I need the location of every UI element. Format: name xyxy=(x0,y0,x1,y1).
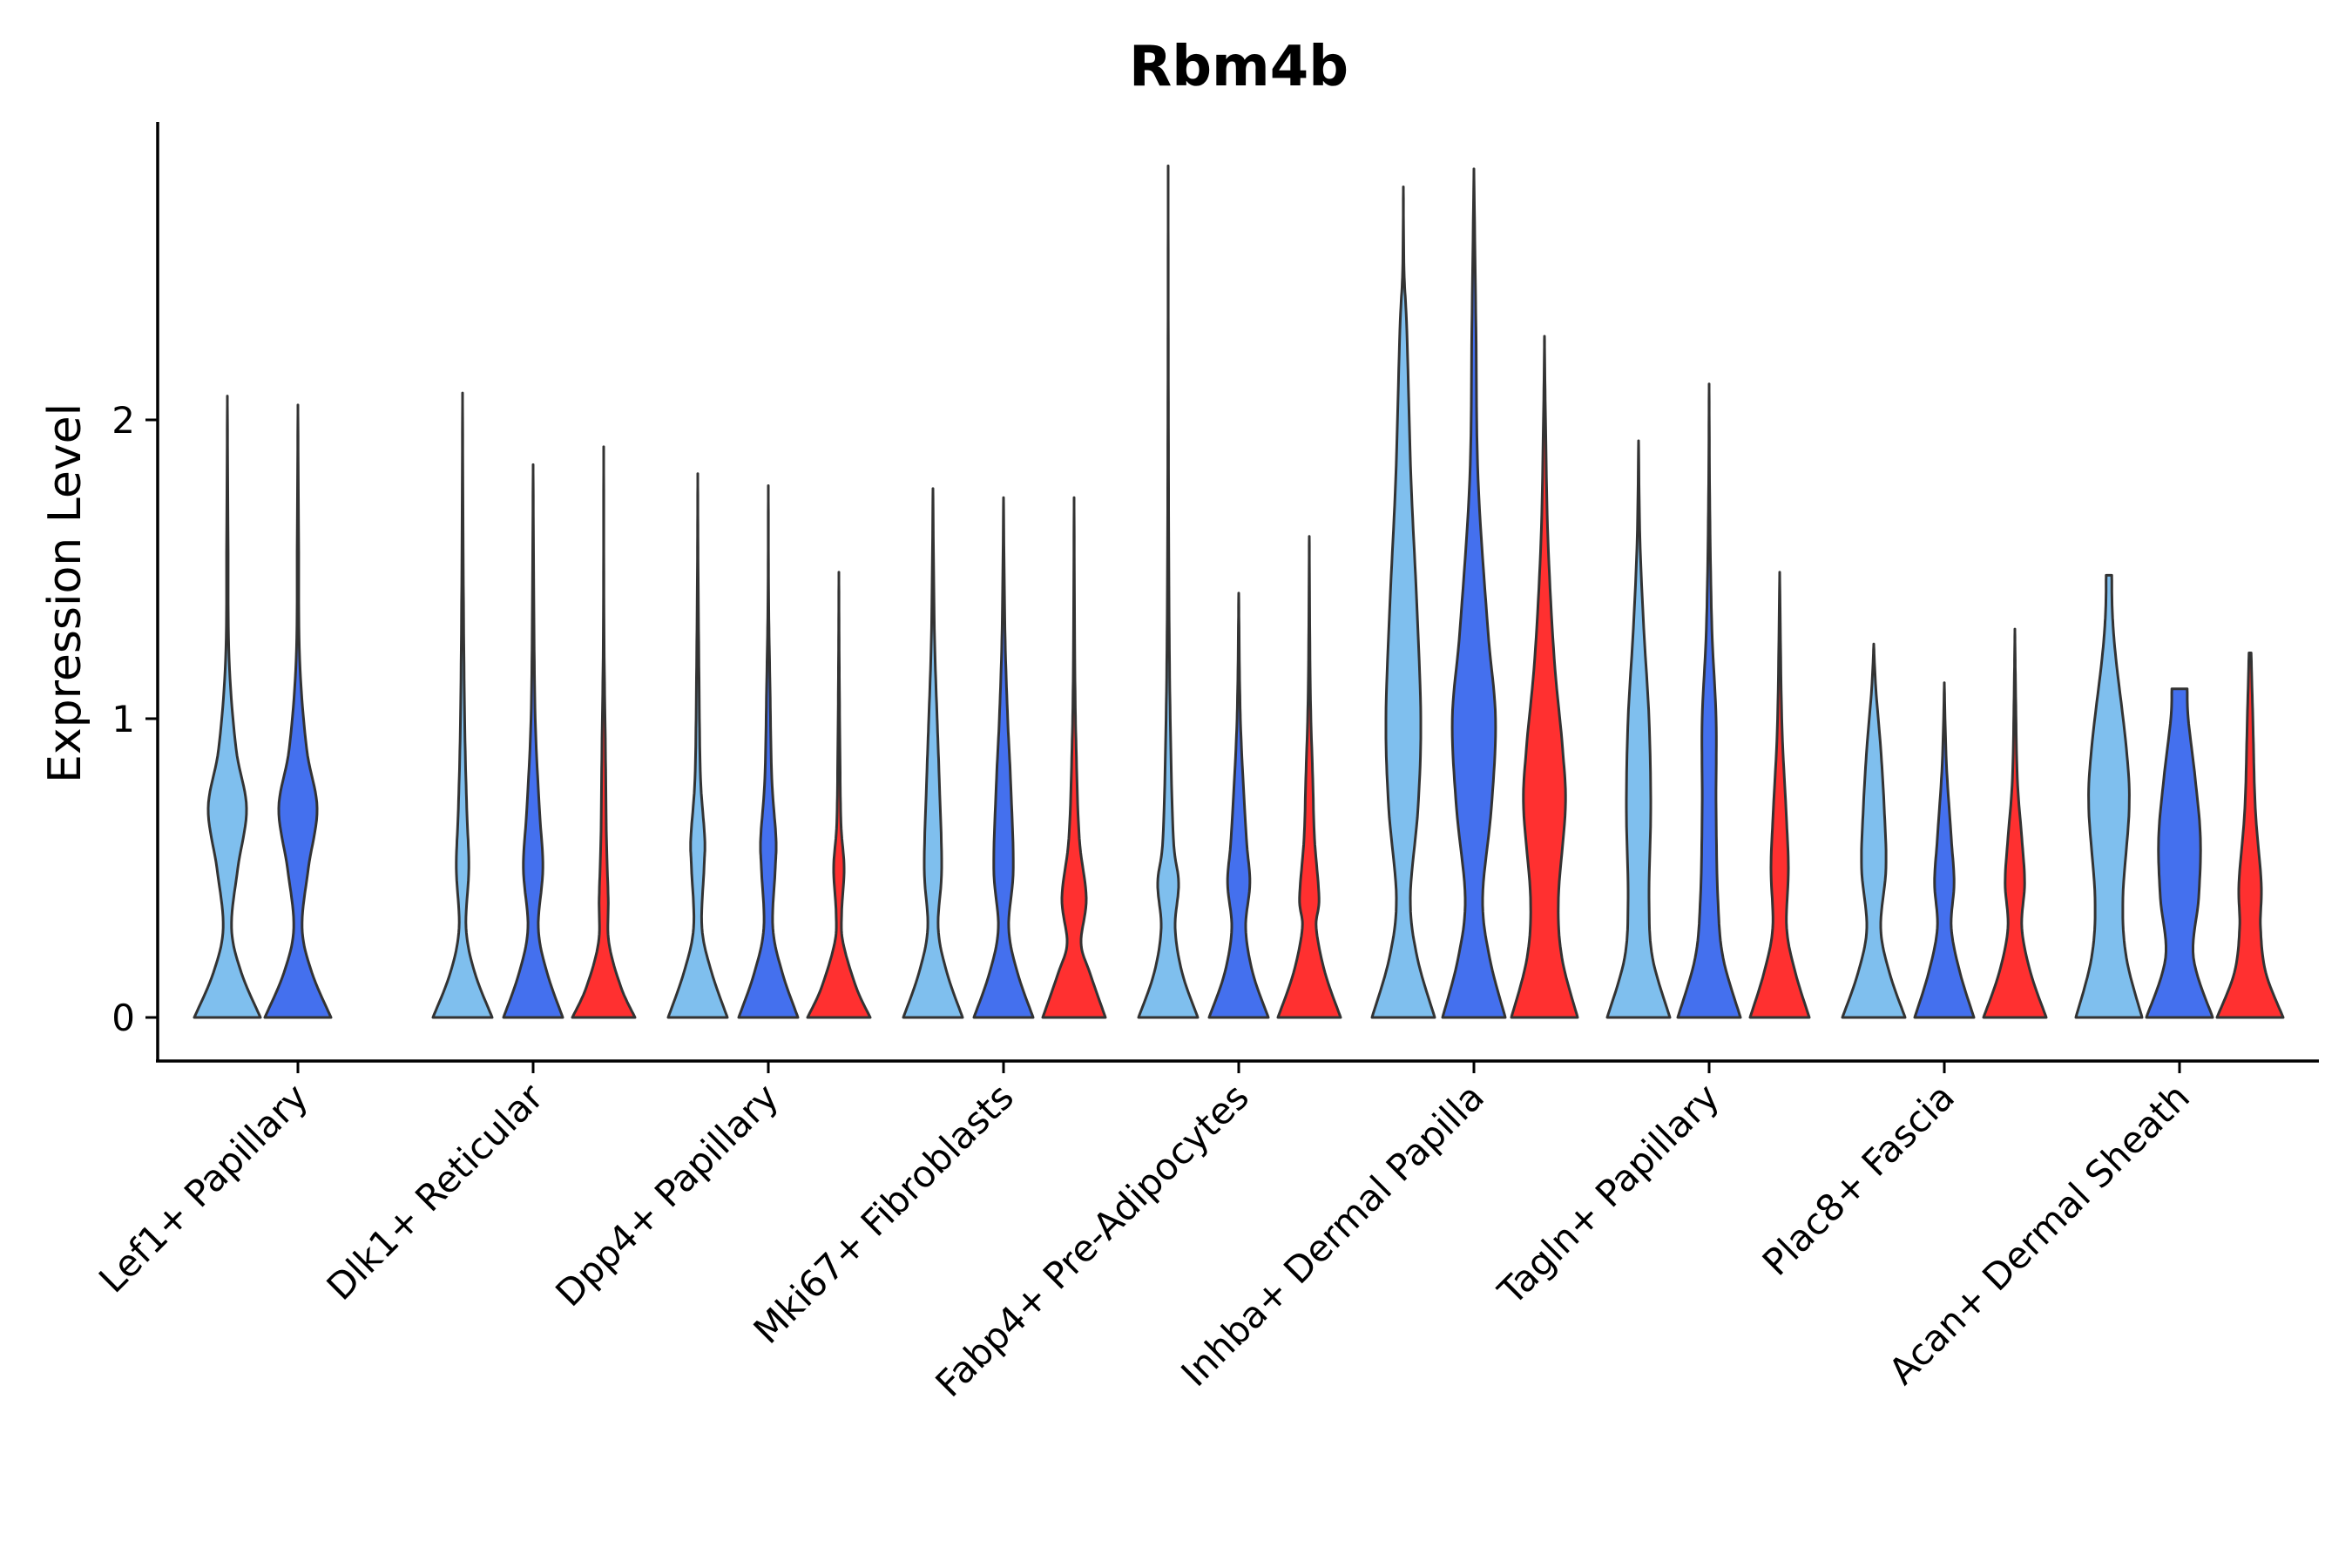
violin-plac8-fascia-group-1 xyxy=(1841,642,1907,1019)
violin-acan-dermal-sheath-group-2 xyxy=(2145,687,2214,1019)
violin-tagln-papillary-group-1 xyxy=(1605,439,1672,1019)
x-tick-label: Mki67+ Fibroblasts xyxy=(746,1075,1022,1351)
violin-acan-dermal-sheath-group-1 xyxy=(2074,573,2144,1019)
violin-fabp4-pre-adipocytes-group-3 xyxy=(1276,535,1342,1019)
x-tick-label: Tagln+ Papillary xyxy=(1490,1075,1727,1313)
violin-mki67-fibroblasts-group-1 xyxy=(902,487,964,1019)
violin-fabp4-pre-adipocytes-group-2 xyxy=(1207,591,1270,1019)
violin-lef1-papillary-group-2 xyxy=(263,403,333,1019)
violin-dlk1-reticular-group-3 xyxy=(571,445,637,1019)
violin-tagln-papillary-group-3 xyxy=(1748,571,1811,1019)
violin-dlk1-reticular-group-2 xyxy=(502,463,564,1019)
violin-dlk1-reticular-group-1 xyxy=(431,391,494,1019)
violin-fabp4-pre-adipocytes-group-1 xyxy=(1137,164,1200,1019)
x-tick-label: Plac8+ Fascia xyxy=(1754,1075,1963,1283)
violin-acan-dermal-sheath-group-3 xyxy=(2215,652,2285,1019)
x-tick-label: Dlk1+ Reticular xyxy=(319,1075,552,1308)
violin-tagln-papillary-group-2 xyxy=(1676,382,1742,1019)
violin-inhba-dermal-papilla-group-3 xyxy=(1510,335,1579,1019)
violin-lef1-papillary-group-1 xyxy=(193,395,262,1019)
violin-plac8-fascia-group-3 xyxy=(1982,627,2048,1019)
violin-mki67-fibroblasts-group-2 xyxy=(972,496,1035,1019)
y-tick-label: 0 xyxy=(112,997,135,1039)
violin-dpp4-papillary-group-1 xyxy=(666,472,729,1019)
violin-dpp4-papillary-group-2 xyxy=(737,484,800,1019)
y-tick-label: 1 xyxy=(112,698,135,740)
violin-plac8-fascia-group-2 xyxy=(1913,681,1976,1019)
y-tick-label: 2 xyxy=(112,399,135,442)
violin-dpp4-papillary-group-3 xyxy=(806,571,872,1019)
violin-mki67-fibroblasts-group-3 xyxy=(1041,496,1107,1019)
chart-title: Rbm4b xyxy=(1129,35,1348,99)
violin-layer xyxy=(193,164,2285,1019)
violin-inhba-dermal-papilla-group-1 xyxy=(1370,186,1436,1019)
x-tick-label: Lef1+ Papillary xyxy=(91,1075,316,1301)
x-tick-label: Dpp4+ Papillary xyxy=(547,1075,787,1315)
violin-inhba-dermal-papilla-group-2 xyxy=(1441,167,1507,1019)
y-axis-label: Expression Level xyxy=(39,403,91,783)
